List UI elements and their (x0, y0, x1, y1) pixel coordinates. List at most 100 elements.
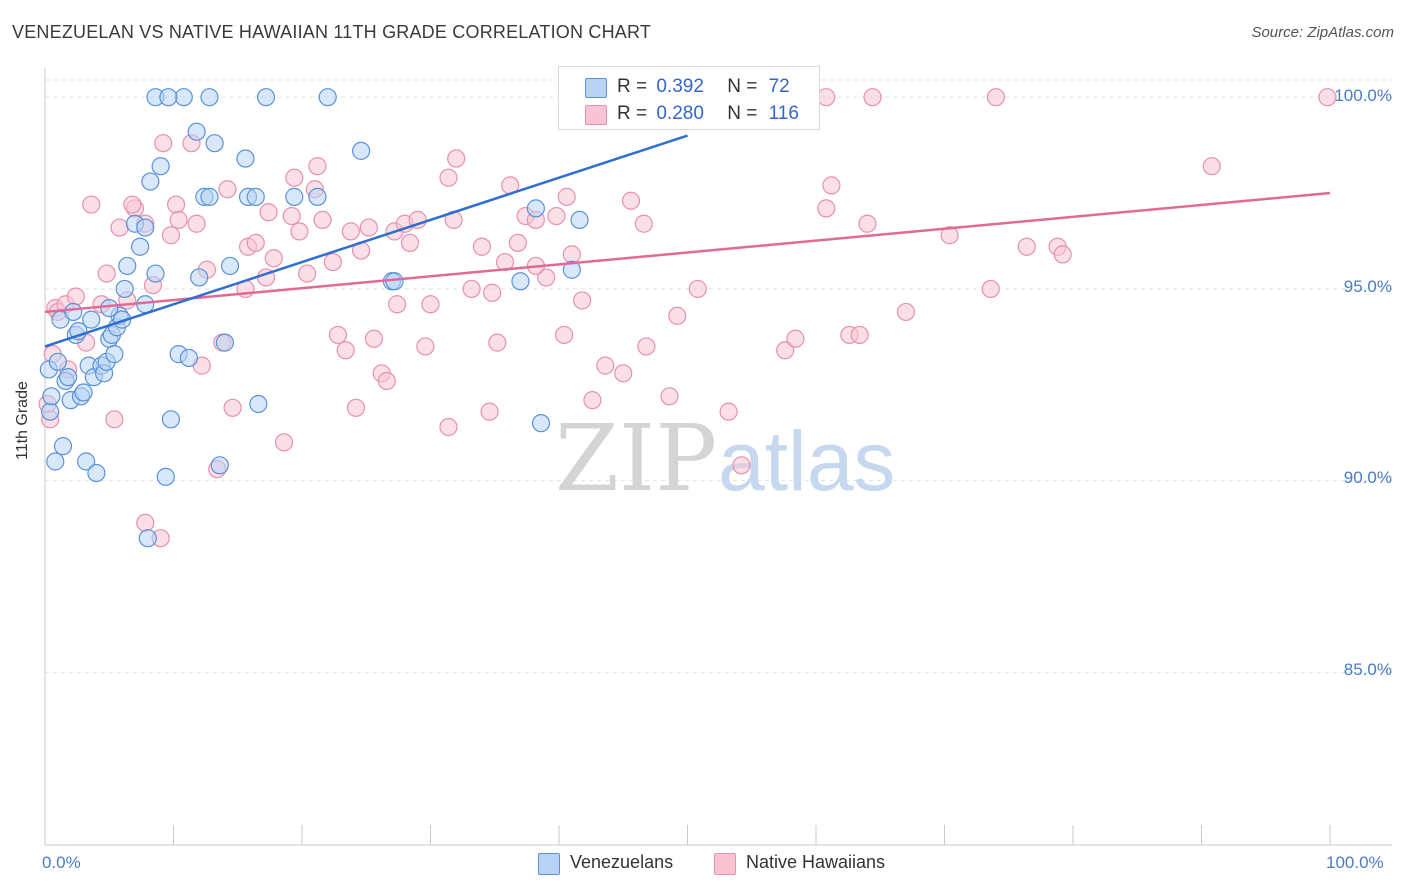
venezuelan-point (190, 268, 209, 287)
hawaiian-point (313, 210, 332, 229)
hawaiian-point (614, 364, 633, 383)
venezuelan-point (138, 529, 157, 548)
venezuelan-point (105, 345, 124, 364)
venezuelan-point (46, 452, 65, 471)
hawaiian-point (105, 410, 124, 429)
venezuelan-point (511, 272, 530, 291)
hawaiian-point (439, 168, 458, 187)
venezuelan-point (87, 463, 106, 483)
hawaiian-point (82, 195, 101, 214)
venezuelan-stats: R = 0.392 N = 72 (617, 76, 790, 97)
hawaiian-point (483, 283, 502, 302)
hawaiian-stats: R = 0.280 N = 116 (617, 103, 799, 124)
venezuelan-point (141, 172, 160, 191)
venezuelan-point (130, 237, 150, 256)
venezuelan-point (77, 452, 96, 471)
venezuelan-point (179, 348, 199, 368)
hawaiian-point (387, 295, 407, 314)
hawaiian-point (1318, 88, 1337, 107)
hawaiian-point (850, 325, 869, 345)
venezuelan-point (74, 383, 93, 402)
hawaiian-point (1017, 237, 1036, 256)
hawaiian-point (863, 88, 882, 107)
venezuelan-point (318, 88, 337, 107)
hawaiian-point (161, 226, 181, 245)
legend-hawaiians-swatch (714, 853, 736, 875)
legend-hawaiians-label: Native Hawaiians (746, 852, 886, 872)
venezuelan-point (562, 260, 581, 279)
venezuelan-point (161, 410, 181, 429)
venezuelan-point (526, 199, 545, 218)
venezuelan-point (151, 157, 170, 176)
y-tick-label: 95.0% (1343, 277, 1392, 296)
hawaiian-point (110, 218, 129, 237)
hawaiian-point (421, 295, 440, 314)
hawaiian-point (377, 371, 396, 391)
venezuelan-swatch (585, 78, 607, 98)
hawaiian-point (223, 398, 242, 417)
hawaiian-point (660, 387, 679, 406)
venezuelan-point (352, 141, 371, 160)
hawaiian-point (346, 398, 366, 417)
hawaiian-swatch (585, 105, 607, 125)
hawaiian-point (896, 302, 916, 322)
hawaiian-point (246, 233, 265, 253)
venezuelan-point (146, 264, 165, 283)
legend-venezuelans-swatch (538, 853, 560, 875)
hawaiian-point (364, 329, 384, 348)
hawaiian-point (547, 206, 566, 226)
stats-legend: R = 0.392 N = 72 R = 0.280 N = 116 (558, 66, 820, 130)
trend-lines (44, 134, 1331, 348)
hawaiian-point (732, 456, 751, 475)
hawaiian-point (480, 402, 499, 421)
hawaiian-point (123, 195, 142, 214)
hawaiian-point (166, 195, 186, 214)
y-axis-label: 11th Grade (14, 381, 31, 460)
hawaiian-point (400, 233, 420, 253)
hawaiian-point (290, 222, 309, 241)
hawaiian-point (981, 279, 1000, 299)
hawaiian-point (1202, 157, 1221, 176)
hawaiian-point (688, 279, 707, 299)
venezuelan-point (64, 302, 83, 322)
venezuelan-point (82, 310, 101, 329)
venezuelan-point (159, 88, 178, 107)
y-tick-label: 100.0% (1334, 86, 1392, 105)
venezuelan-point (531, 414, 551, 433)
hawaiian-point (274, 433, 294, 452)
venezuelan-point (215, 333, 234, 352)
hawaiian-point (508, 233, 527, 253)
hawaiian-point (488, 333, 507, 352)
x-tick-label: 0.0% (42, 853, 81, 872)
hawaiian-point (169, 210, 188, 229)
hawaiian-point (259, 203, 278, 222)
hawaiian-point (621, 191, 641, 210)
venezuelan-trend-line (44, 134, 688, 348)
watermark-zip: ZIP (555, 405, 717, 512)
hawaiian-point (97, 264, 116, 283)
venezuelan-point (256, 88, 276, 107)
hawaiian-point (555, 325, 574, 345)
hawaiian-point (416, 337, 435, 356)
hawaiian-point (282, 206, 301, 226)
venezuelan-point (156, 467, 175, 486)
venezuelan-point (220, 256, 240, 276)
hawaiian-point (776, 341, 795, 360)
hawaiian-point (439, 417, 458, 437)
hawaiian-point (264, 249, 283, 268)
hawaiian-point (537, 268, 556, 287)
grid-lines (45, 79, 1392, 673)
axes (44, 68, 1392, 846)
watermark: ZIP atlas (555, 405, 895, 512)
venezuelan-point (210, 456, 229, 475)
venezuelan-point (136, 218, 155, 237)
hawaiian-point (447, 149, 466, 168)
hawaiian-trend-line (44, 191, 1331, 314)
venezuelan-point (174, 88, 193, 107)
venezuelan-point (200, 88, 219, 107)
venezuelan-point (41, 402, 60, 421)
venezuelan-point (308, 187, 327, 206)
hawaiian-point (940, 226, 959, 245)
hawaiian-point (285, 168, 304, 187)
hawaiian-point (822, 176, 841, 195)
